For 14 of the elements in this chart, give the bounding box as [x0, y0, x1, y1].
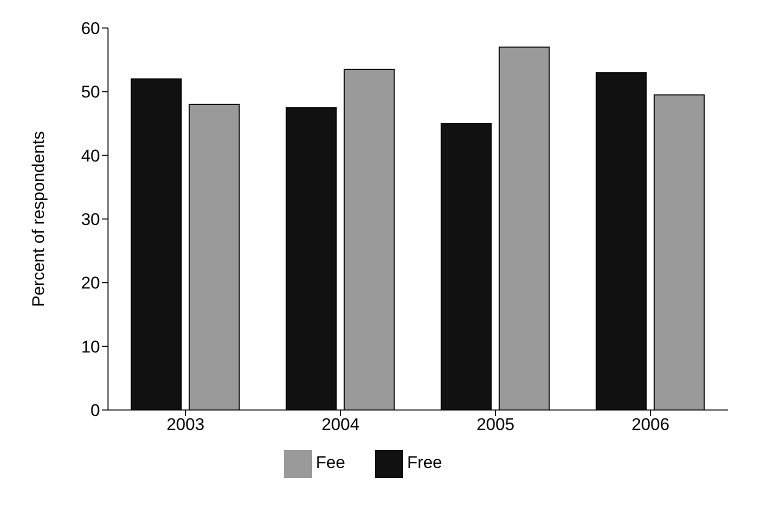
legend-label: Free	[407, 453, 442, 472]
x-tick-label: 2006	[632, 415, 670, 434]
x-tick-label: 2003	[166, 415, 204, 434]
y-tick-label: 0	[90, 401, 100, 420]
y-axis-title: Percent of respondents	[29, 131, 48, 307]
y-tick-label: 60	[81, 19, 100, 38]
y-tick-label: 40	[81, 146, 100, 166]
y-tick-label: 10	[81, 337, 100, 356]
legend-label: Fee	[316, 453, 346, 472]
y-tick-label: 30	[81, 210, 100, 230]
y-tick-label: 50	[81, 82, 100, 102]
x-tick-label: 2004	[322, 415, 360, 434]
y-tick-label: 20	[81, 274, 100, 293]
x-tick-label: 2005	[476, 415, 514, 434]
